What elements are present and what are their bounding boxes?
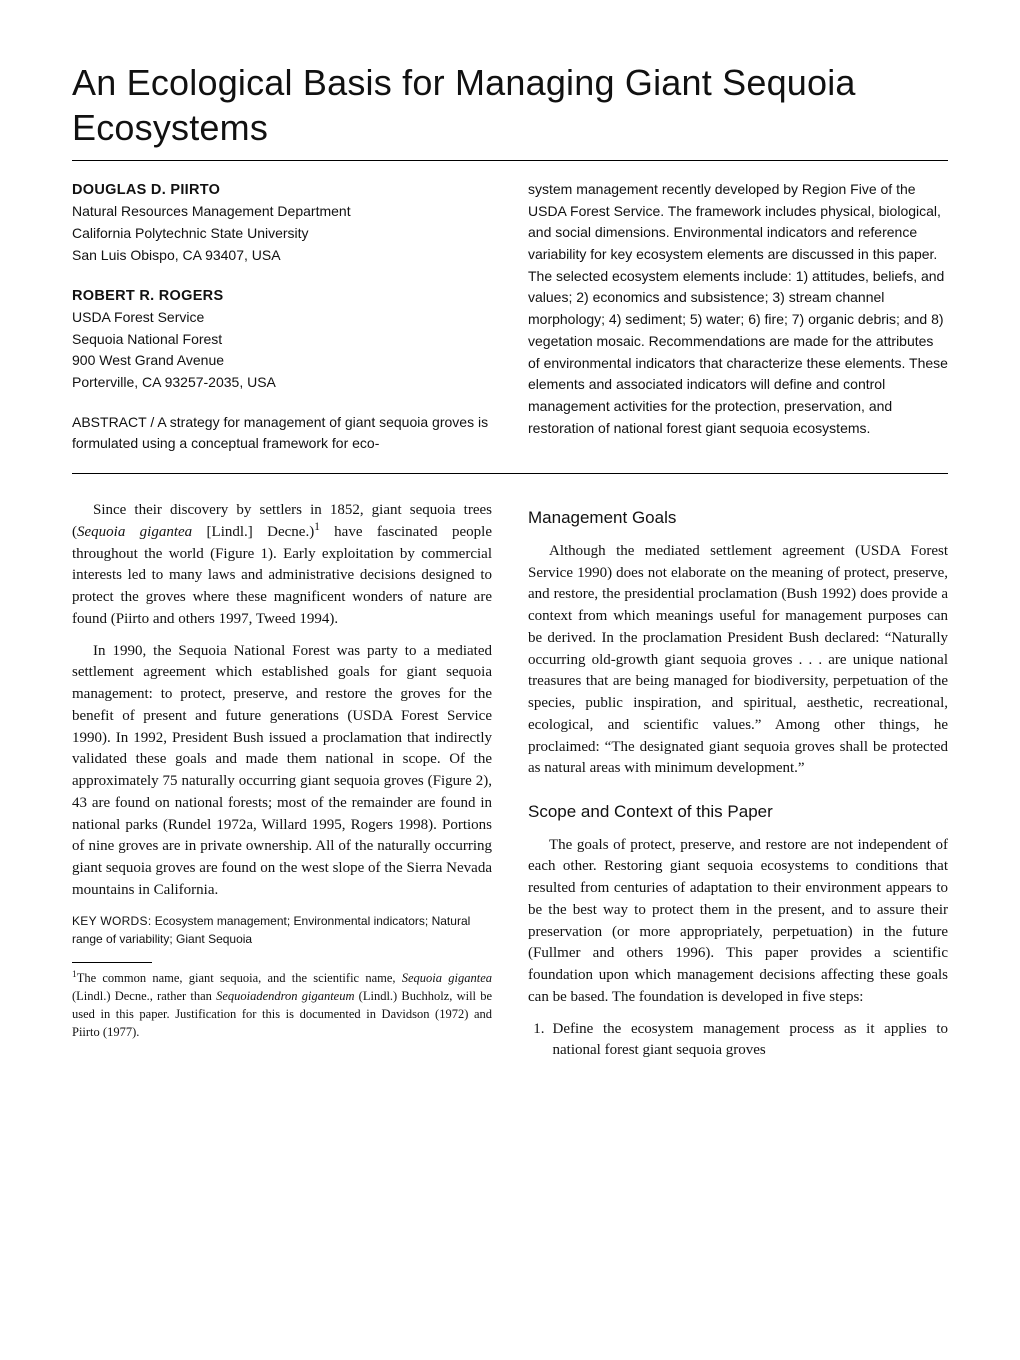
abstract-left: ABSTRACT / A strategy for management of … — [72, 412, 492, 455]
footnote-a: The common name, giant sequoia, and the … — [77, 971, 402, 985]
body-left: Since their discovery by settlers in 185… — [72, 500, 492, 1062]
scope-list-item-1: 1. Define the ecosystem management proce… — [528, 1019, 948, 1063]
scope-para-1: The goals of protect, preserve, and rest… — [528, 835, 948, 1009]
intro-para-2: In 1990, the Sequoia National Forest was… — [72, 641, 492, 902]
rule-below-abstract — [72, 473, 948, 474]
body-columns: Since their discovery by settlers in 185… — [72, 500, 948, 1062]
intro-p1-ital: Sequoia gigantea — [77, 524, 192, 540]
footnote-b: (Lindl.) Decne., rather than — [72, 989, 216, 1003]
meta-right: system management recently developed by … — [528, 179, 948, 455]
mg-para-1: Although the mediated settlement agreeme… — [528, 541, 948, 780]
article-title: An Ecological Basis for Managing Giant S… — [72, 60, 948, 150]
author-block-1: DOUGLAS D. PIIRTO Natural Resources Mana… — [72, 179, 492, 267]
footnote-it1: Sequoia gigantea — [402, 971, 492, 985]
body-right: Management Goals Although the mediated s… — [528, 500, 948, 1062]
rule-below-title — [72, 160, 948, 161]
keywords-label: KEY WORDS: — [72, 914, 151, 928]
author-2-line-1: USDA Forest Service — [72, 307, 492, 329]
meta-left: DOUGLAS D. PIIRTO Natural Resources Mana… — [72, 179, 492, 455]
author-1-line-1: Natural Resources Management Department — [72, 201, 492, 223]
author-2-line-2: Sequoia National Forest — [72, 329, 492, 351]
author-1-line-3: San Luis Obispo, CA 93407, USA — [72, 245, 492, 267]
intro-para-1: Since their discovery by settlers in 185… — [72, 500, 492, 631]
intro-p1-b: [Lindl.] Decne.) — [192, 524, 314, 540]
meta-block: DOUGLAS D. PIIRTO Natural Resources Mana… — [72, 179, 948, 455]
footnote-rule — [72, 962, 152, 963]
author-1-name: DOUGLAS D. PIIRTO — [72, 179, 492, 201]
heading-management-goals: Management Goals — [528, 506, 948, 531]
scope-list-1-text: Define the ecosystem management process … — [553, 1019, 949, 1063]
author-2-name: ROBERT R. ROGERS — [72, 285, 492, 307]
heading-scope: Scope and Context of this Paper — [528, 800, 948, 825]
author-2-line-4: Porterville, CA 93257-2035, USA — [72, 372, 492, 394]
footnote-it2: Sequoiadendron giganteum — [216, 989, 354, 1003]
abstract-right: system management recently developed by … — [528, 179, 948, 439]
author-2-line-3: 900 West Grand Avenue — [72, 350, 492, 372]
scope-list-1-num: 1. — [528, 1019, 545, 1063]
author-block-2: ROBERT R. ROGERS USDA Forest Service Seq… — [72, 285, 492, 394]
keywords: KEY WORDS: Ecosystem management; Environ… — [72, 912, 492, 948]
author-1-line-2: California Polytechnic State University — [72, 223, 492, 245]
footnote: 1The common name, giant sequoia, and the… — [72, 969, 492, 1042]
